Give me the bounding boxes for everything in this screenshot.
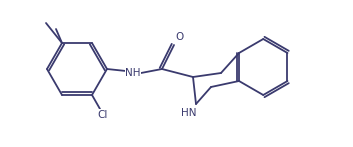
Text: Cl: Cl (98, 110, 108, 120)
Text: HN: HN (181, 108, 197, 118)
Text: O: O (175, 32, 183, 42)
Text: NH: NH (125, 68, 141, 78)
